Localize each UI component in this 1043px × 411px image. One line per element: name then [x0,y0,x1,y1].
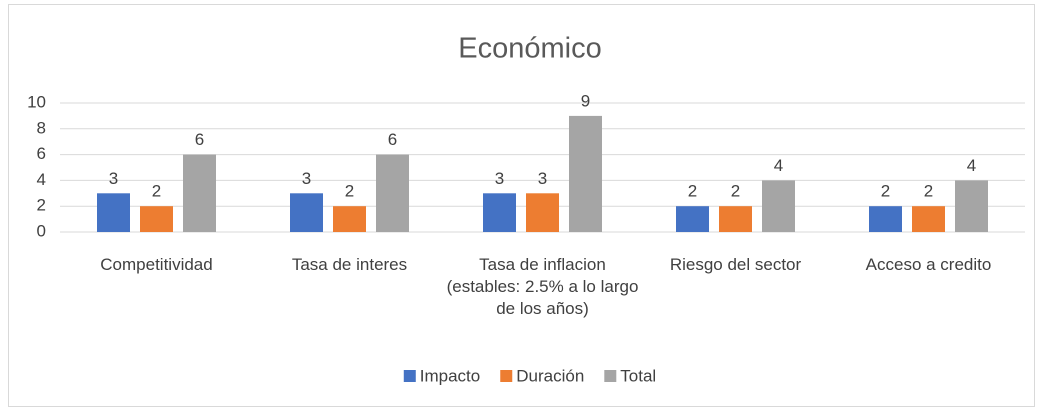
legend-label: Duración [516,366,584,385]
x-tick-label: Riesgo del sector [669,255,802,274]
bar [569,115,602,232]
bar [762,180,795,232]
x-tick-label: Competitividad [100,255,213,274]
x-tick-label: Acceso a credito [865,255,992,274]
data-label: 4 [774,156,783,175]
data-label: 6 [195,130,204,149]
legend-swatch [500,370,513,382]
data-label: 6 [388,130,397,149]
data-label: 4 [967,156,976,175]
data-label: 2 [152,182,161,201]
data-label: 3 [302,169,311,188]
x-tick-label: Tasa de interes [291,255,408,274]
legend-swatch [604,370,617,382]
data-label: 2 [731,182,740,201]
data-label: 2 [881,182,890,201]
bar [676,206,709,232]
bar [97,193,130,232]
data-label: 9 [581,91,590,110]
bar [376,154,409,232]
bar [140,206,173,232]
y-tick-label: 0 [37,221,46,240]
bar [183,154,216,232]
bar [333,206,366,232]
y-tick-label: 8 [37,118,46,137]
bar [483,193,516,232]
chart-frame [8,4,1035,407]
data-label: 2 [924,182,933,201]
bar [719,206,752,232]
bar [869,206,902,232]
data-label: 3 [538,169,547,188]
data-label: 3 [495,169,504,188]
data-label: 2 [688,182,697,201]
bar [290,193,323,232]
legend-label: Impacto [420,366,480,385]
y-tick-label: 10 [27,92,46,111]
bar [955,180,988,232]
y-tick-label: 4 [37,170,46,189]
x-tick-label: Tasa de inflacion (estables: 2.5% a lo l… [446,255,639,318]
bar [912,206,945,232]
y-tick-label: 6 [37,144,46,163]
bar [526,193,559,232]
legend-swatch [403,370,416,382]
y-tick-label: 2 [37,196,46,215]
data-label: 2 [345,182,354,201]
data-label: 3 [109,169,118,188]
chart-title: Económico [458,33,601,65]
legend-label: Total [620,366,656,385]
